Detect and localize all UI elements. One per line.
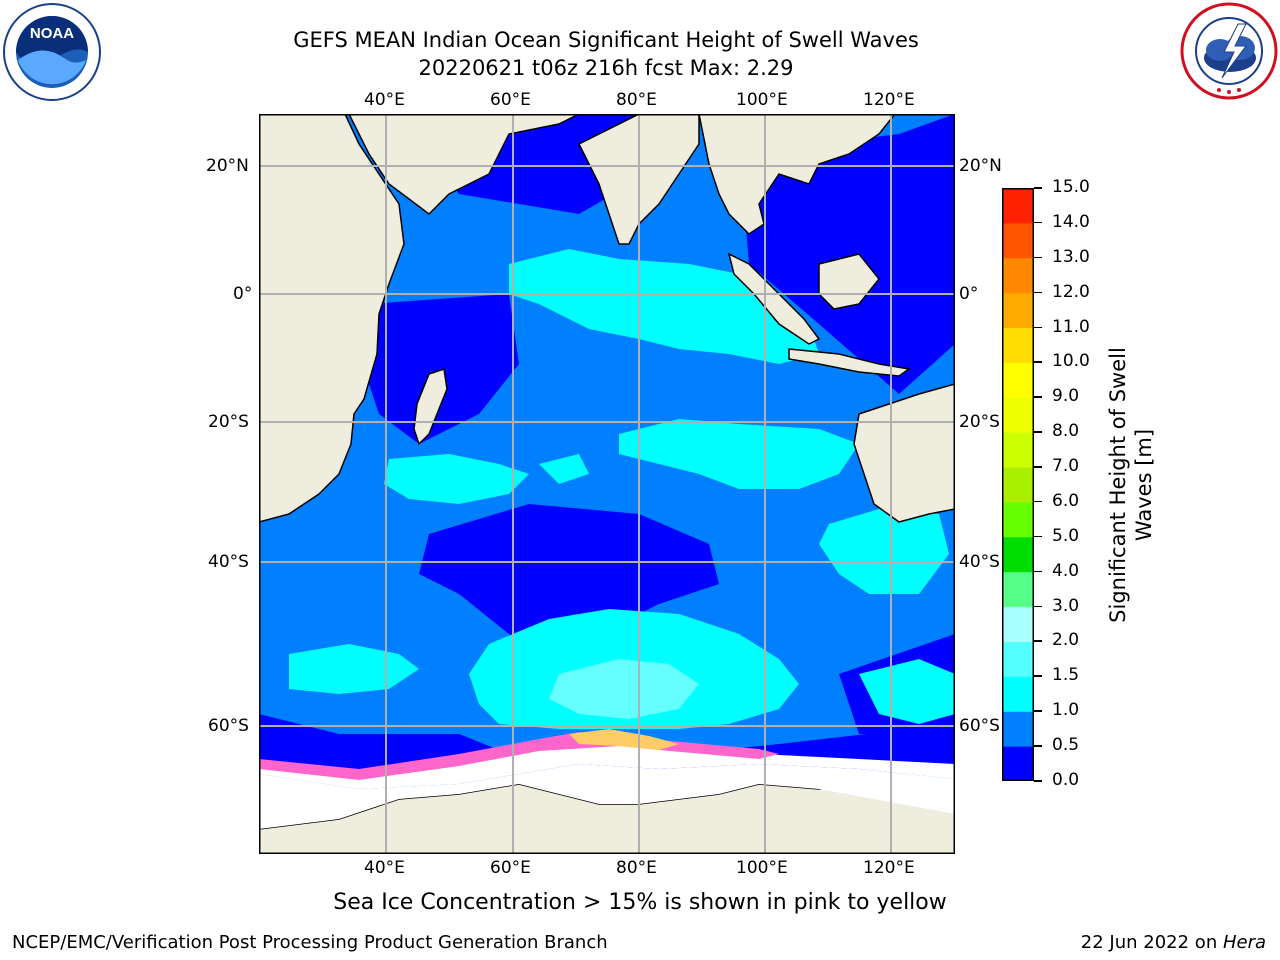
lat-label-right: 0° — [959, 284, 979, 304]
ice-shelf-white — [259, 764, 955, 829]
lat-label-left: 20°S — [208, 412, 249, 432]
colorbar-tick-mark — [1034, 326, 1042, 329]
map-gridlines — [259, 114, 955, 854]
colorbar-segment — [1002, 362, 1034, 398]
lat-label-right: 40°S — [959, 552, 1000, 572]
lon-label-bottom: 40°E — [364, 858, 405, 878]
colorbar-tick-mark — [1034, 431, 1042, 433]
land-areas — [258, 113, 956, 855]
colorbar-tick-mark — [1034, 256, 1042, 259]
colorbar-tick-mark — [1034, 396, 1042, 398]
lat-label-left: 60°S — [208, 716, 249, 736]
lon-label-bottom: 60°E — [490, 858, 531, 878]
lon-label-top: 100°E — [736, 90, 788, 110]
colorbar-tick-label: 0.5 — [1052, 735, 1080, 756]
colorbar-tick-label: 11.0 — [1052, 316, 1090, 337]
colorbar-segment — [1002, 746, 1034, 782]
colorbar-segment — [1002, 432, 1034, 468]
colorbar-segment — [1002, 292, 1034, 329]
colorbar-segment — [1002, 711, 1034, 747]
colorbar-tick-mark — [1034, 780, 1042, 782]
colorbar-tick-label: 13.0 — [1052, 246, 1090, 267]
lat-label-left: 40°S — [208, 552, 249, 572]
colorbar-tick-label: 3.0 — [1052, 595, 1080, 616]
colorbar-tick-mark — [1034, 187, 1042, 189]
colorbar — [1002, 188, 1034, 782]
lon-label-top: 60°E — [490, 90, 531, 110]
lat-label-right: 20°N — [959, 156, 1002, 176]
colorbar-tick-mark — [1034, 221, 1042, 224]
colorbar-tick-label: 12.0 — [1052, 281, 1090, 302]
colorbar-tick-label: 14.0 — [1052, 211, 1090, 232]
lat-label-left: 0° — [233, 284, 253, 304]
map-title: GEFS MEAN Indian Ocean Significant Heigh… — [293, 28, 919, 52]
colorbar-tick-label: 10.0 — [1052, 351, 1090, 372]
colorbar-tick-label: 1.5 — [1052, 665, 1080, 686]
colorbar-label: Significant Height of Swell Waves [m] — [1106, 347, 1156, 623]
colorbar-tick-label: 5.0 — [1052, 525, 1080, 546]
footer-machine: Hera — [1222, 932, 1266, 953]
colorbar-tick-mark — [1034, 361, 1042, 363]
ice-caption: Sea Ice Concentration > 15% is shown in … — [333, 890, 947, 915]
lat-label-right: 20°S — [959, 412, 1000, 432]
colorbar-tick-label: 0.0 — [1052, 770, 1080, 790]
lat-label-right: 60°S — [959, 716, 1000, 736]
colorbar-tick-label: 7.0 — [1052, 456, 1080, 477]
lon-label-top: 120°E — [863, 90, 915, 110]
lon-label-bottom: 100°E — [736, 858, 788, 878]
colorbar-segment — [1002, 571, 1034, 608]
map-subtitle: 20220621 t06z 216h fcst Max: 2.29 — [418, 56, 794, 80]
colorbar-tick-mark — [1034, 605, 1042, 608]
noaa-logo-icon: NOAA — [2, 2, 102, 102]
colorbar-segment — [1002, 327, 1034, 363]
colorbar-tick-mark — [1034, 466, 1042, 468]
colorbar-tick-mark — [1034, 500, 1042, 503]
colorbar-segment — [1002, 467, 1034, 503]
footer-date-text: 22 Jun 2022 on — [1080, 932, 1223, 953]
footer-branch: NCEP/EMC/Verification Post Processing Pr… — [12, 932, 608, 953]
colorbar-tick-mark — [1034, 675, 1042, 677]
colorbar-tick-label: 6.0 — [1052, 490, 1080, 511]
colorbar-tick-mark — [1034, 535, 1042, 538]
sea-ice-white — [259, 739, 955, 789]
colorbar-segment — [1002, 501, 1034, 538]
colorbar-segment — [1002, 676, 1034, 712]
colorbar-segment — [1002, 641, 1034, 677]
nws-logo-icon — [1180, 2, 1278, 100]
lon-label-top: 80°E — [616, 90, 657, 110]
peak-swell-region — [549, 659, 699, 719]
swell-height-map — [258, 113, 956, 855]
sea-ice-yellow — [569, 729, 679, 750]
colorbar-tick-label: 2.0 — [1052, 630, 1080, 651]
colorbar-segment — [1002, 257, 1034, 294]
colorbar-segment — [1002, 397, 1034, 433]
colorbar-segment — [1002, 536, 1034, 573]
colorbar-tick-label: 1.0 — [1052, 700, 1080, 721]
colorbar-segment — [1002, 606, 1034, 642]
footer-date: 22 Jun 2022 on Hera — [1081, 932, 1266, 953]
noaa-logo-text: NOAA — [30, 25, 74, 42]
colorbar-tick-mark — [1034, 570, 1042, 573]
colorbar-tick-label: 4.0 — [1052, 560, 1080, 581]
lat-label-left: 20°N — [206, 156, 249, 176]
colorbar-tick-label: 9.0 — [1052, 386, 1080, 407]
colorbar-segment — [1002, 188, 1034, 224]
colorbar-tick-mark — [1034, 291, 1042, 294]
colorbar-tick-label: 15.0 — [1052, 177, 1090, 197]
colorbar-tick-label: 8.0 — [1052, 421, 1080, 442]
colorbar-tick-mark — [1034, 710, 1042, 712]
colorbar-tick-mark — [1034, 745, 1042, 747]
lon-label-top: 40°E — [364, 90, 405, 110]
lon-label-bottom: 80°E — [616, 858, 657, 878]
lon-label-bottom: 120°E — [863, 858, 915, 878]
colorbar-tick-mark — [1034, 640, 1042, 642]
colorbar-segment — [1002, 222, 1034, 259]
